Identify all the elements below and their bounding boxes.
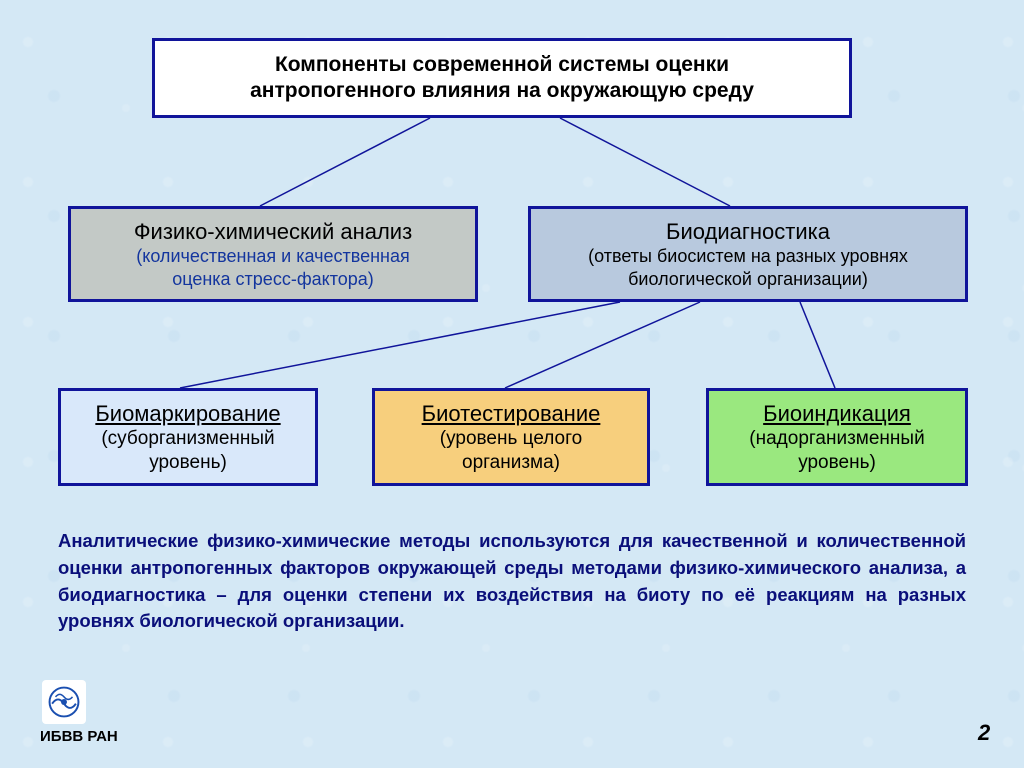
org-label: ИБВВ РАН [40,728,118,745]
bioind-sub1: (надорганизменный [749,427,924,451]
biomark-box: Биомаркирование (суборганизменный уровен… [58,388,318,486]
bioind-sub2: уровень) [798,451,876,475]
biotest-sub1: (уровень целого [440,427,582,451]
main-title-line1: Компоненты современной системы оценки [275,52,729,78]
bioind-title: Биоиндикация [763,400,911,428]
biomark-title: Биомаркирование [95,400,280,428]
phys-chem-sub2: оценка стресс-фактора) [172,268,374,291]
biodiag-title: Биодиагностика [666,218,830,246]
org-logo [42,680,86,724]
biotest-sub2: организма) [462,451,560,475]
biodiag-sub2: биологической организации) [628,268,868,291]
phys-chem-title: Физико-химический анализ [134,218,412,246]
wave-icon [47,685,81,719]
biomark-sub1: (суборганизменный [101,427,274,451]
biotest-box: Биотестирование (уровень целого организм… [372,388,650,486]
phys-chem-box: Физико-химический анализ (количественная… [68,206,478,302]
bioind-box: Биоиндикация (надорганизменный уровень) [706,388,968,486]
phys-chem-sub1: (количественная и качественная [136,245,409,268]
biotest-title: Биотестирование [422,400,601,428]
biodiag-box: Биодиагностика (ответы биосистем на разн… [528,206,968,302]
biodiag-sub1: (ответы биосистем на разных уровнях [588,245,908,268]
main-title-box: Компоненты современной системы оценки ан… [152,38,852,118]
explanatory-paragraph: Аналитические физико-химические методы и… [58,528,966,635]
biomark-sub2: уровень) [149,451,227,475]
page-number: 2 [978,720,990,746]
main-title-line2: антропогенного влияния на окружающую сре… [250,78,754,104]
